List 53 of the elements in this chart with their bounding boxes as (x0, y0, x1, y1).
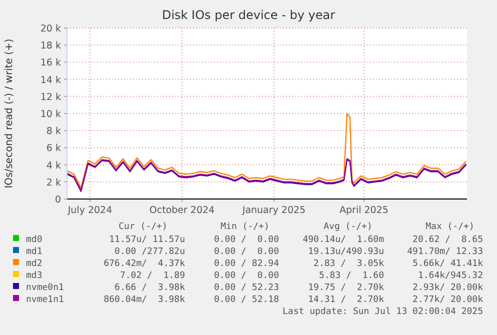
text: 1.64k/945.32 (418, 271, 483, 281)
text: 5.83 / 1.60 (318, 271, 384, 281)
y-tick-label: 16 k (40, 58, 62, 69)
text: 676.42m/ 4.37k (104, 259, 186, 269)
chart-title: Disk IOs per device - by year (162, 8, 336, 22)
text: 14.31 / 2.70k (308, 295, 385, 305)
text: 19.75 / 2.70k (308, 283, 385, 293)
x-tick-label: January 2025 (241, 205, 306, 216)
y-tick-label: 8 k (46, 126, 62, 138)
legend-label: md0 (26, 235, 42, 245)
text: 2.77k/ 20.00k (412, 295, 484, 305)
text: 11.57u/ 11.57u (109, 235, 185, 245)
text: Max (-/+) (426, 222, 474, 232)
text: Avg (-/+) (324, 222, 372, 232)
y-tick-label: 10 k (40, 109, 62, 120)
y-tick-label: 2 k (46, 177, 62, 188)
text: 491.70m/ 12.33 (407, 247, 483, 257)
text: 5.66k/ 41.41k (412, 259, 484, 269)
y-tick-label: 20 k (40, 24, 62, 34)
x-tick-label: October 2024 (149, 205, 215, 216)
legend-label: md1 (26, 247, 42, 257)
text: 20.62 / 8.65 (412, 235, 483, 245)
text: 7.02 / 1.89 (120, 271, 185, 281)
text: 490.14u/ 1.60m (302, 235, 384, 245)
legend-label: md3 (26, 271, 42, 281)
text: 860.04m/ 3.98k (104, 295, 186, 305)
y-tick-label: 14 k (40, 74, 62, 86)
text: 0.00 /277.82u (114, 247, 185, 257)
text: 6.66 / 3.98k (114, 283, 186, 293)
text: 2.93k/ 20.00k (412, 283, 484, 293)
x-tick-label: July 2024 (66, 205, 112, 216)
y-tick-label: 12 k (40, 92, 62, 103)
text: 0.00 / 52.18 (214, 295, 279, 305)
y-tick-label: 18 k (40, 40, 62, 52)
text: Last update: Sun Jul 13 02:00:04 2025 (282, 307, 483, 317)
y-tick-label: 4 k (46, 160, 62, 172)
legend-label: md2 (26, 259, 42, 269)
text: 0.00 / 0.00 (214, 235, 279, 245)
text: 19.13u/490.93u (308, 247, 384, 257)
line-series (66, 112, 467, 188)
x-tick-label: April 2025 (340, 205, 388, 216)
text: 0.00 / 82.94 (214, 259, 279, 269)
text: 0.00 / 0.00 (214, 247, 279, 257)
text: 2.83 / 3.05k (314, 259, 385, 269)
y-axis-title: IOs/second read (-) / write (+) (4, 38, 15, 188)
text: 0.00 / 52.23 (214, 283, 279, 293)
text: Cur (-/+) (118, 222, 168, 232)
y-tick-label: 0 (54, 194, 61, 206)
legend-label: nvme1n1 (26, 295, 64, 305)
text: Min (-/+) (220, 222, 270, 232)
text: 0.00 / 0.00 (214, 271, 279, 281)
legend-label: nvme0n1 (26, 283, 64, 293)
y-tick-label: 6 k (46, 143, 62, 154)
